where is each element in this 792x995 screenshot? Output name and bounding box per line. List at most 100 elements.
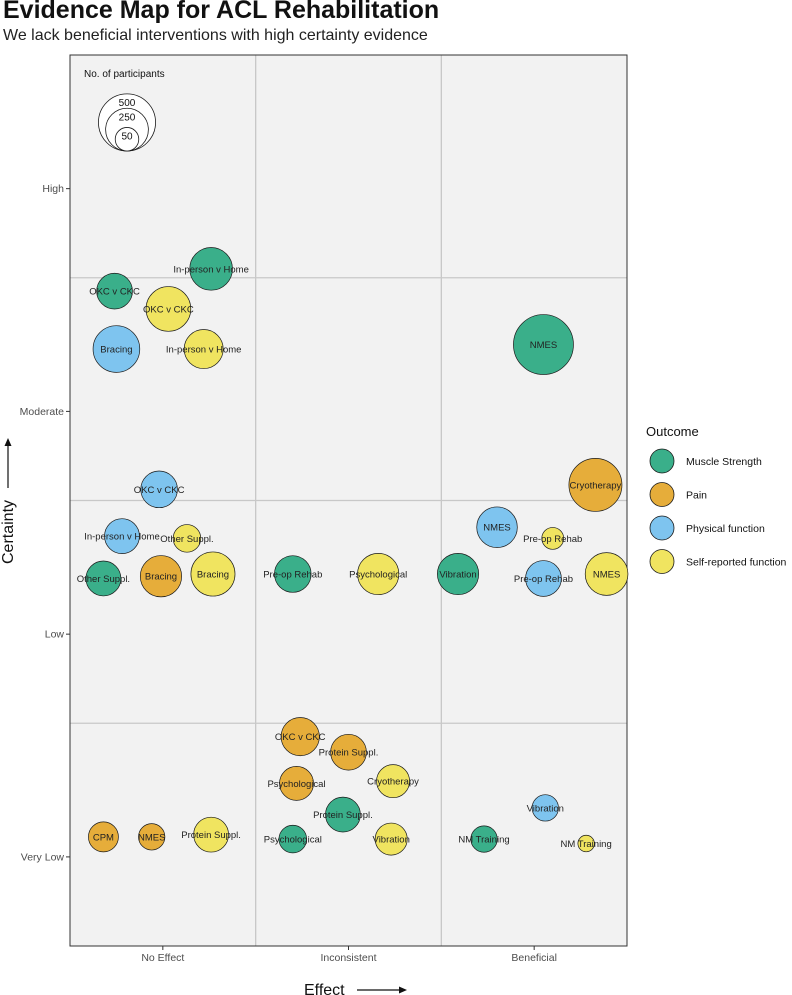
bubble-circle (193, 816, 229, 853)
bubble-label: Psychological (267, 779, 325, 790)
size-legend-label: 500 (119, 98, 136, 109)
bubble-circle (139, 555, 182, 598)
bubble-label: Pre-op Rehab (523, 534, 582, 545)
y-tick-label: Very Low (21, 851, 65, 863)
bubble: Vibration (527, 794, 564, 822)
bubble: Cryotherapy (568, 458, 623, 512)
bubble: Pre-op Rehab (263, 555, 322, 593)
legend-label: Self-reported function (686, 557, 787, 569)
bubble-label: Psychological (264, 835, 322, 846)
bubble-circle (85, 560, 122, 597)
bubble: OKC v CKC (134, 470, 185, 509)
bubble-label: Bracing (197, 570, 229, 581)
legend-item: Muscle Strength (649, 448, 762, 474)
bubble-circle (92, 325, 141, 373)
size-legend: No. of participants 500 250 50 (84, 69, 165, 152)
bubble-circle (513, 314, 574, 375)
bubble: Pre-op Rehab (514, 560, 573, 597)
bubble: Protein Suppl. (319, 733, 379, 771)
bubble-label: OKC v CKC (89, 287, 140, 298)
y-axis: Very Low Low Moderate High (20, 183, 70, 863)
legend-swatch (649, 515, 675, 541)
bubble-label: NM Training (561, 839, 612, 850)
bubble: Cryotherapy (367, 764, 419, 799)
bubble-circle (374, 822, 408, 856)
bubble: Psychological (349, 552, 407, 596)
bubble: NM Training (458, 825, 510, 853)
bubble-label: Protein Suppl. (181, 830, 241, 841)
x-axis: No Effect Inconsistent Beneficial (141, 946, 557, 964)
bubble-circle (357, 552, 400, 596)
bubble-circle (584, 552, 629, 596)
legend-label: Muscle Strength (686, 456, 762, 468)
chart-title: Evidence Map for ACL Rehabilitation (3, 0, 440, 24)
legend-label: Pain (686, 490, 707, 502)
bubble-circle (189, 247, 233, 291)
y-axis-title-group: Certainty (0, 438, 17, 564)
bubble-label: NMES (483, 523, 510, 534)
bubble-circle (183, 329, 224, 369)
x-tick-label: Beneficial (511, 952, 557, 964)
bubble: Psychological (267, 766, 326, 801)
bubble-label: OKC v CKC (134, 485, 185, 496)
legend-swatch (649, 549, 675, 574)
bubble-label: Psychological (349, 570, 407, 581)
chart-subtitle: We lack beneficial interventions with hi… (3, 27, 428, 44)
bubble-label: In-person v Home (173, 264, 249, 275)
legend-item: Self-reported function (649, 549, 787, 574)
bubble-label: OKC v CKC (275, 732, 326, 743)
bubble-circle (88, 821, 119, 853)
bubble: Pre-op Rehab (523, 527, 582, 550)
legend-label: Physical function (686, 523, 765, 535)
bubble-circle (278, 824, 307, 854)
bubble-label: Cryotherapy (367, 777, 419, 788)
x-axis-arrow-head (399, 986, 407, 994)
x-axis-title: Effect (304, 982, 345, 995)
bubble: In-person v Home (84, 518, 160, 554)
bubble: Bracing (139, 555, 182, 598)
size-legend-label: 50 (121, 131, 133, 142)
bubble-label: Pre-op Rehab (263, 570, 322, 581)
legend-item: Physical function (649, 515, 765, 541)
bubble-label: Vibration (439, 570, 476, 581)
y-axis-arrow-head (4, 438, 12, 446)
bubble-label: Vibration (373, 835, 410, 846)
bubble: In-person v Home (173, 247, 249, 291)
bubble-label: Other Suppl. (77, 574, 130, 585)
bubble-label: Vibration (527, 803, 564, 814)
bubble-circle (140, 470, 178, 509)
bubble-label: Pre-op Rehab (514, 574, 573, 585)
bubble-label: Bracing (100, 345, 132, 356)
bubble-circle (541, 527, 565, 550)
bubble-label: In-person v Home (84, 532, 160, 543)
bubble: Protein Suppl. (313, 796, 373, 833)
legend-swatch (649, 448, 675, 474)
bubble-circle (531, 794, 559, 822)
bubble: Psychological (264, 824, 322, 854)
bubble: OKC v CKC (89, 272, 140, 310)
bubble: NMES (138, 823, 165, 851)
bubble: Protein Suppl. (181, 816, 241, 853)
x-tick-label: No Effect (141, 952, 184, 964)
bubble: NMES (513, 314, 574, 375)
size-legend-label: 250 (119, 112, 136, 123)
y-tick-label: Moderate (20, 406, 65, 418)
bubble-circle (376, 764, 410, 799)
x-axis-title-group: Effect (304, 982, 407, 995)
bubble-label: NMES (138, 832, 165, 843)
bubble: Bracing (92, 325, 141, 373)
bubble-label: Protein Suppl. (319, 748, 379, 759)
bubble: NMES (584, 552, 629, 596)
bubble: Vibration (437, 552, 480, 596)
bubble-circle (274, 555, 312, 593)
bubble: In-person v Home (166, 329, 241, 369)
bubble-circle (568, 458, 623, 512)
y-tick-label: Low (45, 629, 65, 641)
bubble: Vibration (373, 822, 410, 856)
legend-title: Outcome (646, 424, 699, 439)
bubble-label: Bracing (145, 572, 177, 583)
grid-lines (70, 55, 627, 946)
bubble-circle (330, 733, 367, 771)
bubble-layer: In-person v Home OKC v CKC OKC v CKC Bracin… (77, 247, 629, 856)
